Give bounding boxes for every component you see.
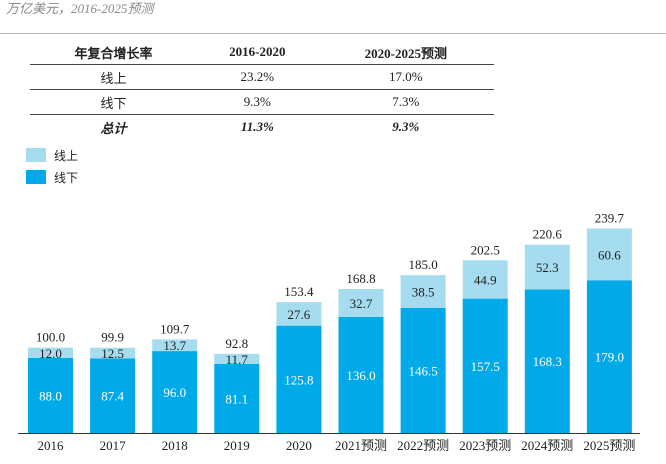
x-tick-label-8: 2024预测 [521,438,573,453]
label-online-4: 27.6 [288,307,311,322]
x-tick-label-5: 2021预测 [335,438,387,453]
label-total-0: 100.0 [36,330,65,345]
bar-online-8 [524,244,570,290]
cagr-row-label: 线上 [30,64,198,90]
label-total-9: 239.7 [595,211,625,226]
label-offline-2: 96.0 [163,385,186,400]
legend-swatch-offline [26,170,46,184]
label-total-1: 99.9 [101,330,124,345]
x-tick-label-6: 2022预测 [397,438,449,453]
label-offline-8: 168.3 [533,354,562,369]
bar-online-1 [90,347,136,359]
bar-offline-4 [276,325,322,433]
cagr-table-header-row: 年复合增长率 2016-2020 2020-2025预测 [30,40,494,65]
label-offline-9: 179.0 [595,350,624,365]
bar-offline-1 [90,358,136,433]
label-offline-7: 157.5 [471,359,500,374]
label-total-7: 202.5 [471,242,500,257]
legend-label-online: 线上 [54,148,79,163]
bar-online-3 [214,353,260,364]
x-tick-label-3: 2019 [224,438,250,453]
cagr-row-online: 线上 23.2% 17.0% [30,64,494,90]
x-tick-label-1: 2017 [100,438,127,453]
label-offline-0: 88.0 [39,388,62,403]
x-tick-label-4: 2020 [286,438,312,453]
label-offline-4: 125.8 [284,372,313,387]
cagr-value: 7.3% [317,89,494,115]
bar-online-9 [586,228,632,281]
x-tick-label-9: 2025预测 [583,438,635,453]
label-online-6: 38.5 [412,285,435,300]
bar-offline-5 [338,316,384,433]
label-online-1: 12.5 [101,346,124,361]
x-tick-label-0: 2016 [38,438,65,453]
cagr-header-2016-2020: 2016-2020 [197,40,318,65]
cagr-value: 11.3% [240,119,274,134]
bar-online-2 [152,339,198,352]
legend-swatch-online [26,148,46,162]
bar-online-4 [276,302,322,326]
cagr-table: 年复合增长率 2016-2020 2020-2025预测 线上 23.2% 17… [30,40,494,139]
bar-offline-2 [152,351,198,433]
label-online-5: 32.7 [350,296,373,311]
label-online-0: 12.0 [39,346,62,361]
legend-item-online: 线上 [26,148,79,163]
label-total-2: 109.7 [160,321,190,336]
bar-offline-0 [28,357,73,433]
label-offline-6: 146.5 [408,363,437,378]
cagr-row-label: 总计 [100,120,127,136]
bar-online-0 [28,347,73,358]
bar-offline-9 [586,280,632,433]
label-total-6: 185.0 [408,257,437,272]
label-offline-5: 136.0 [346,368,375,383]
label-online-2: 13.7 [163,338,186,353]
cagr-value: 9.3% [197,89,318,115]
cagr-row-label: 线下 [30,89,198,115]
label-offline-3: 81.1 [225,391,248,406]
label-total-5: 168.8 [346,271,375,286]
label-online-9: 60.6 [598,247,621,262]
bar-offline-3 [214,363,260,433]
cagr-header-2020-2025: 2020-2025预测 [317,40,494,65]
cagr-row-total: 总计 11.3% 9.3% [30,115,494,140]
label-total-8: 220.6 [533,227,563,242]
bar-offline-7 [462,298,508,433]
bar-offline-8 [524,289,570,433]
bar-online-5 [338,289,384,317]
label-online-8: 52.3 [536,260,559,275]
legend-item-offline: 线下 [26,170,79,185]
label-offline-1: 87.4 [101,389,124,404]
cagr-value: 9.3% [392,119,420,134]
cagr-header-label: 年复合增长率 [30,40,198,65]
x-tick-label-7: 2023预测 [459,438,511,453]
chart-subtitle: 万亿美元，2016-2025预测 [6,1,154,16]
cagr-value: 23.2% [197,64,318,90]
label-online-7: 44.9 [474,272,497,287]
label-total-4: 153.4 [284,284,314,299]
legend-label-offline: 线下 [54,170,79,185]
cagr-value: 17.0% [317,64,494,90]
cagr-row-offline: 线下 9.3% 7.3% [30,89,494,115]
x-tick-label-2: 2018 [162,438,188,453]
top-rule [0,33,666,34]
label-online-3: 11.7 [226,352,249,367]
label-total-3: 92.8 [225,336,248,351]
bar-online-6 [400,275,446,308]
bar-online-7 [462,260,508,299]
bar-offline-6 [400,307,446,433]
